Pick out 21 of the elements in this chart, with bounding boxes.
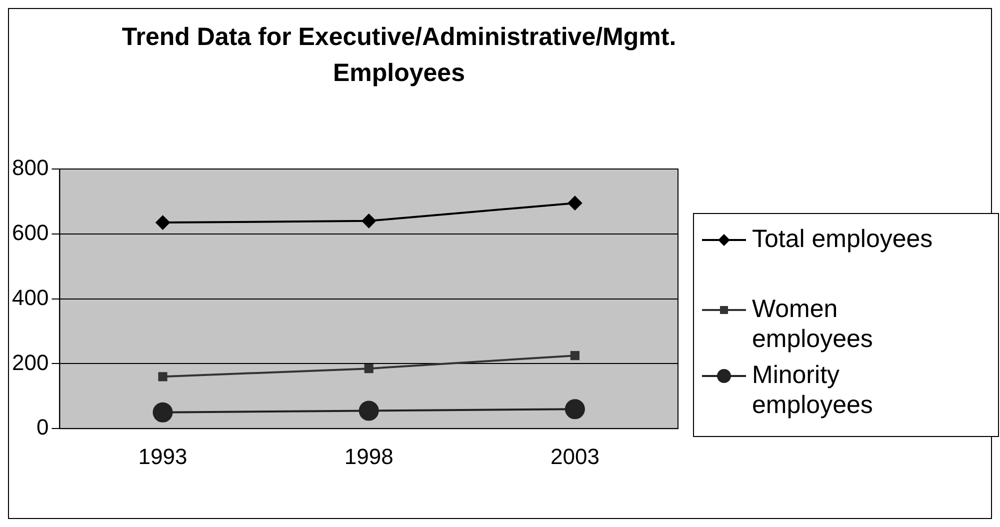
legend-label: Minority employees <box>752 360 874 420</box>
x-tick-label: 1993 <box>138 444 188 469</box>
x-tick-label: 1998 <box>344 444 394 469</box>
point <box>564 399 585 420</box>
chart-title: Trend Data for Executive/Administrative/Mgmt. Employees <box>120 22 678 89</box>
y-tick-label: 800 <box>12 155 49 180</box>
y-tick-label: 200 <box>12 350 49 375</box>
point <box>156 216 170 230</box>
point <box>358 400 379 421</box>
legend-label: Women employees <box>752 294 874 354</box>
y-tick-label: 0 <box>36 414 49 440</box>
y-tick-label: 400 <box>12 284 49 310</box>
y-tick-label: 600 <box>12 220 49 245</box>
legend-label: Total employees <box>752 224 934 254</box>
x-tick-label: 2003 <box>550 444 600 469</box>
point <box>158 372 168 382</box>
point <box>152 402 173 422</box>
point <box>568 196 582 210</box>
point <box>570 351 580 360</box>
point <box>364 364 374 374</box>
point <box>362 214 376 228</box>
